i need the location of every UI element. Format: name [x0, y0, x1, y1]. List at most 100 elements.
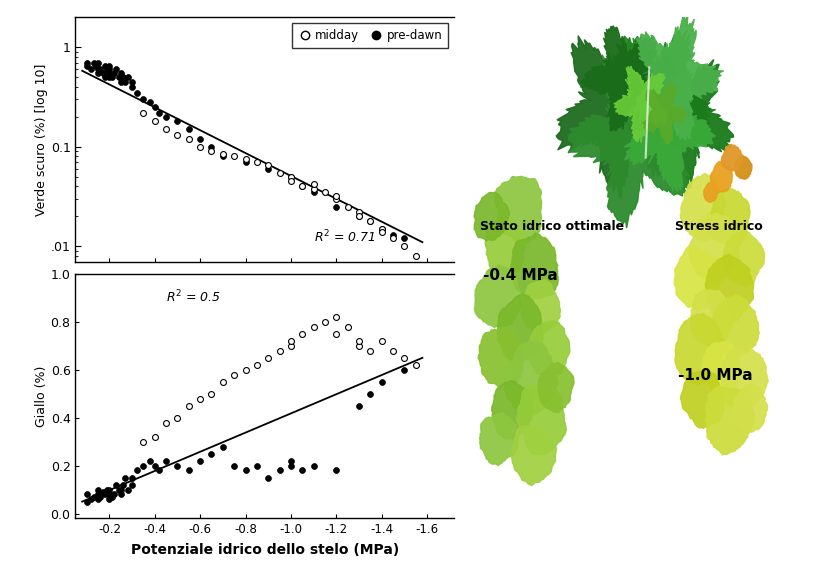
Point — [386, 230, 400, 240]
Point — [91, 495, 105, 504]
Point — [107, 69, 121, 78]
Point — [307, 180, 320, 189]
Point — [341, 202, 354, 211]
Point — [204, 147, 218, 156]
Point — [386, 346, 400, 355]
Polygon shape — [580, 26, 660, 131]
Polygon shape — [568, 50, 691, 228]
Point — [126, 473, 139, 482]
Text: Stato idrico ottimale: Stato idrico ottimale — [479, 220, 623, 233]
Point — [204, 389, 218, 399]
Polygon shape — [706, 386, 755, 455]
Point — [119, 77, 132, 86]
Point — [273, 346, 287, 355]
Point — [159, 112, 173, 122]
Point — [80, 490, 94, 499]
Point — [250, 361, 263, 370]
Point — [352, 212, 365, 221]
Text: Stress idrico: Stress idrico — [675, 220, 763, 233]
Point — [307, 322, 320, 331]
Point — [375, 224, 388, 233]
Point — [137, 94, 150, 104]
Point — [261, 164, 275, 173]
Point — [159, 124, 173, 134]
Polygon shape — [702, 342, 740, 395]
Polygon shape — [713, 295, 759, 358]
Point — [329, 202, 343, 211]
Polygon shape — [680, 173, 725, 241]
Point — [329, 191, 343, 200]
Point — [105, 492, 118, 502]
Point — [296, 182, 309, 191]
Point — [364, 389, 377, 399]
Point — [80, 61, 94, 70]
Point — [284, 172, 297, 181]
Point — [397, 234, 411, 243]
Point — [103, 69, 116, 78]
Point — [91, 65, 105, 74]
Point — [375, 227, 388, 236]
Polygon shape — [675, 313, 725, 385]
Polygon shape — [643, 82, 688, 144]
Point — [137, 108, 150, 118]
Point — [103, 61, 116, 70]
Point — [182, 466, 195, 475]
Point — [341, 322, 354, 331]
Point — [261, 353, 275, 362]
Point — [98, 73, 111, 82]
Point — [250, 461, 263, 470]
Point — [273, 466, 287, 475]
Point — [126, 480, 139, 490]
Text: $R^2$ = 0.71: $R^2$ = 0.71 — [313, 229, 375, 245]
Point — [375, 224, 388, 233]
Point — [397, 365, 411, 374]
Polygon shape — [556, 36, 674, 199]
Point — [80, 497, 94, 506]
Polygon shape — [724, 230, 764, 285]
Point — [148, 103, 162, 112]
Point — [94, 492, 107, 502]
Point — [143, 456, 157, 465]
Point — [87, 58, 101, 67]
Point — [329, 313, 343, 322]
Point — [409, 251, 422, 260]
Polygon shape — [474, 192, 510, 241]
Point — [91, 69, 105, 78]
Point — [96, 487, 109, 497]
Point — [107, 490, 121, 499]
Point — [148, 117, 162, 126]
Point — [352, 207, 365, 217]
Point — [204, 449, 218, 458]
Point — [153, 466, 166, 475]
Point — [103, 73, 116, 82]
Point — [171, 461, 184, 470]
Polygon shape — [512, 425, 556, 486]
Polygon shape — [510, 233, 558, 300]
Point — [91, 58, 105, 67]
Polygon shape — [527, 321, 570, 377]
Polygon shape — [704, 183, 718, 202]
Text: -1.0 MPa: -1.0 MPa — [678, 368, 753, 383]
Point — [80, 58, 94, 67]
Point — [329, 194, 343, 203]
Point — [296, 182, 309, 191]
Polygon shape — [674, 245, 721, 310]
Point — [364, 217, 377, 226]
Point — [121, 73, 134, 82]
Point — [116, 480, 130, 490]
Polygon shape — [706, 254, 753, 324]
Y-axis label: Giallo (%): Giallo (%) — [35, 366, 48, 427]
Point — [397, 242, 411, 251]
Point — [148, 461, 162, 470]
Polygon shape — [691, 290, 732, 346]
Point — [159, 418, 173, 427]
Point — [114, 69, 127, 78]
Point — [105, 73, 118, 82]
Point — [103, 495, 116, 504]
Point — [329, 329, 343, 339]
Point — [194, 134, 207, 143]
Polygon shape — [638, 52, 734, 190]
Polygon shape — [735, 156, 752, 179]
Point — [130, 88, 143, 97]
Point — [182, 134, 195, 143]
